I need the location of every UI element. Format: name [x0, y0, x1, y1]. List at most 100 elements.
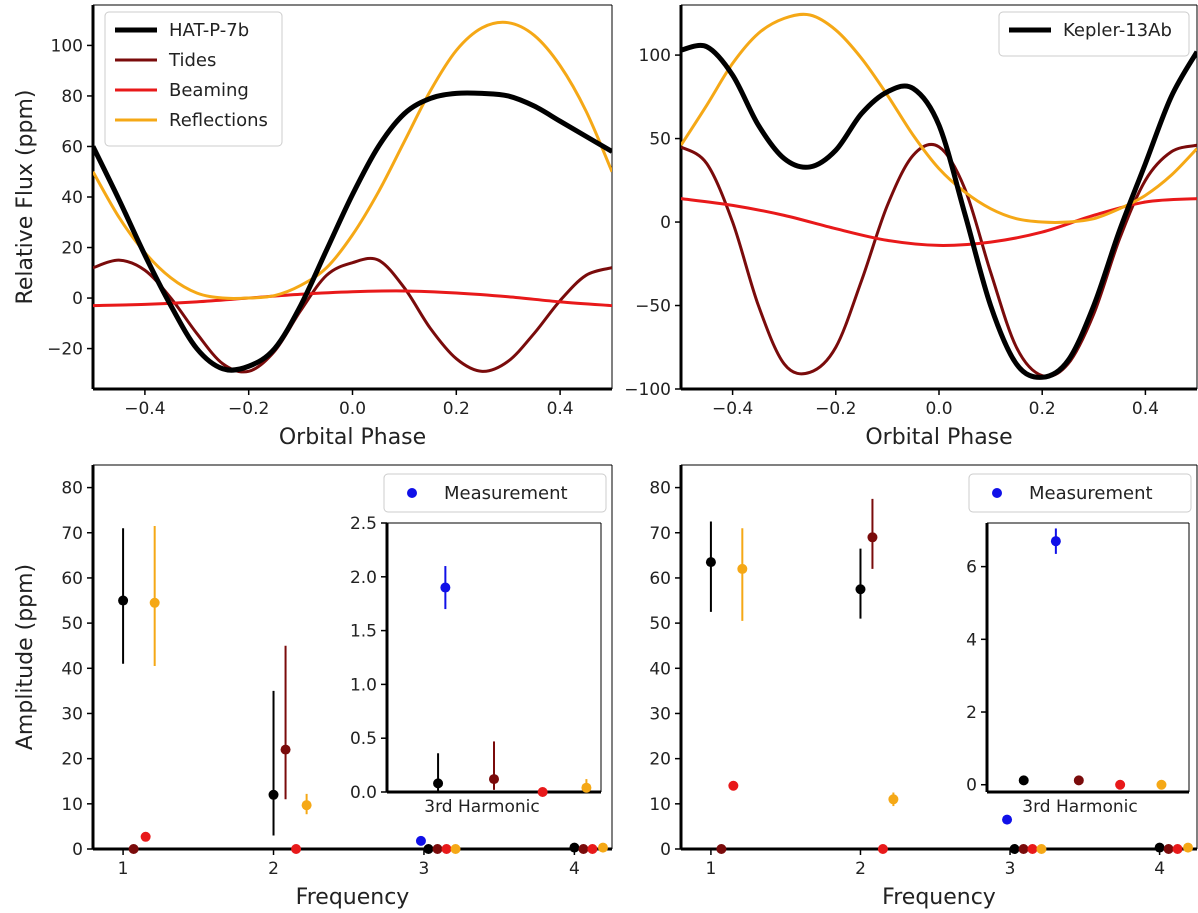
y-tick-label: 20 — [649, 750, 671, 770]
x-tick-label: 0.2 — [1029, 399, 1056, 419]
x-tick-label: 4 — [1154, 859, 1165, 879]
data-point — [855, 584, 866, 595]
x-axis-label: Orbital Phase — [279, 425, 426, 450]
series-line-tides — [93, 256, 612, 374]
data-point — [569, 842, 580, 853]
y-tick-label: 70 — [61, 524, 83, 544]
x-tick-label: −0.4 — [712, 399, 753, 419]
series-line-beaming — [93, 289, 612, 308]
inset-bg — [987, 523, 1189, 792]
x-tick-label: 2 — [855, 859, 866, 879]
data-point — [1172, 844, 1183, 854]
panel-top-left: −20 0 20 40 60 80 100 −0.4 −0.2 0.0 0.2 0.4 Orbital … — [13, 4, 613, 450]
legend-label: Tides — [168, 50, 216, 71]
inset-y-tick-label: 0.0 — [350, 783, 377, 803]
data-point — [1009, 844, 1020, 854]
x-tick-label: 0.0 — [925, 399, 952, 419]
x-tick-label: −0.4 — [124, 399, 165, 419]
data-point — [1154, 842, 1165, 853]
legend: Measurement — [383, 473, 607, 513]
series-line-component-2 — [681, 197, 1197, 247]
y-axis-label: Relative Flux (ppm) — [13, 90, 38, 305]
y-tick-label: 0 — [72, 840, 83, 860]
legend-box — [104, 11, 283, 147]
x-tick-label: 1 — [118, 859, 129, 879]
x-tick-label: 3 — [419, 859, 430, 879]
data-point — [705, 557, 716, 568]
data-point — [432, 844, 443, 854]
x-tick-label: 1 — [705, 859, 716, 879]
data-point — [1027, 844, 1038, 854]
inset-data-point — [1018, 775, 1029, 786]
y-tick-label: 100 — [51, 36, 83, 56]
y-tick-label: −50 — [635, 297, 671, 317]
x-tick-label: 2 — [268, 859, 279, 879]
y-tick-label: 40 — [61, 659, 83, 679]
legend-box — [998, 11, 1190, 57]
data-point — [587, 844, 598, 854]
series-line-hat-p-7b — [93, 90, 612, 373]
inset-data-point — [440, 582, 451, 593]
y-tick-label: 0 — [660, 840, 671, 860]
y-tick-label: 10 — [649, 795, 671, 815]
y-tick-label: 0 — [660, 213, 671, 233]
x-tick-label: 0.4 — [1132, 399, 1159, 419]
x-tick-label: 4 — [569, 859, 580, 879]
y-tick-label: 80 — [61, 87, 83, 107]
x-tick-label: −0.2 — [815, 399, 856, 419]
inset-data-point — [537, 787, 548, 797]
series-line-kepler-13ab — [681, 42, 1197, 380]
x-tick-label: 3 — [1005, 859, 1016, 879]
panel-top-right: −100 −50 0 50 100 −0.4 −0.2 0.0 0.2 0.4 Orbital Ph… — [624, 4, 1198, 450]
legend-box — [383, 473, 607, 513]
data-point — [140, 831, 151, 842]
legend-label: Measurement — [444, 483, 568, 504]
x-axis-label: Frequency — [882, 885, 996, 910]
y-tick-label: 30 — [649, 704, 671, 724]
y-tick-label: 50 — [649, 130, 671, 150]
data-point — [450, 844, 461, 854]
data-point — [441, 844, 452, 854]
panel-bottom-left: 0 10 20 30 40 50 60 70 80 1 2 3 4 Frequency Amplitude … — [13, 464, 613, 910]
y-tick-label: 0 — [72, 289, 83, 309]
y-tick-label: 80 — [61, 479, 83, 499]
inset-data-point — [1073, 775, 1084, 786]
data-point — [268, 789, 279, 800]
inset-data-point — [1156, 779, 1167, 790]
data-point — [1036, 844, 1047, 854]
data-point — [280, 744, 291, 755]
inset-data-point — [433, 778, 444, 789]
inset-y-tick-label: 1.0 — [350, 675, 377, 695]
y-tick-label: 60 — [61, 137, 83, 157]
data-point — [877, 844, 888, 854]
y-tick-label: 30 — [61, 704, 83, 724]
inset-data-point — [581, 782, 592, 793]
legend-label: Reflections — [169, 110, 268, 131]
legend-label: Measurement — [1029, 483, 1153, 504]
y-tick-label: 60 — [649, 569, 671, 589]
inset-y-tick-label: 6 — [966, 558, 977, 578]
x-axis-label: Orbital Phase — [865, 425, 1012, 450]
data-point — [728, 780, 739, 791]
inset-x-label: 3rd Harmonic — [1022, 797, 1137, 817]
data-point — [291, 844, 302, 854]
y-tick-label: 60 — [61, 569, 83, 589]
inset-data-point — [1050, 536, 1061, 547]
inset-y-tick-label: 2.0 — [350, 568, 377, 588]
legend-label: Kepler-13Ab — [1063, 20, 1172, 41]
inset-x-label: 3rd Harmonic — [424, 797, 539, 817]
y-tick-label: 50 — [61, 614, 83, 634]
data-point — [867, 532, 878, 543]
y-tick-label: −100 — [624, 380, 671, 400]
legend: Measurement — [968, 473, 1192, 513]
y-tick-label: 10 — [61, 795, 83, 815]
y-tick-label: 40 — [649, 659, 671, 679]
data-point — [888, 794, 899, 805]
data-point — [716, 844, 727, 854]
legend-label: Beaming — [169, 80, 249, 101]
legend-label: HAT-P-7b — [169, 20, 249, 41]
series-line-component-3 — [681, 12, 1197, 224]
y-tick-label: 100 — [639, 46, 671, 66]
legend-marker — [407, 488, 417, 498]
legend: Kepler-13Ab — [998, 11, 1190, 57]
